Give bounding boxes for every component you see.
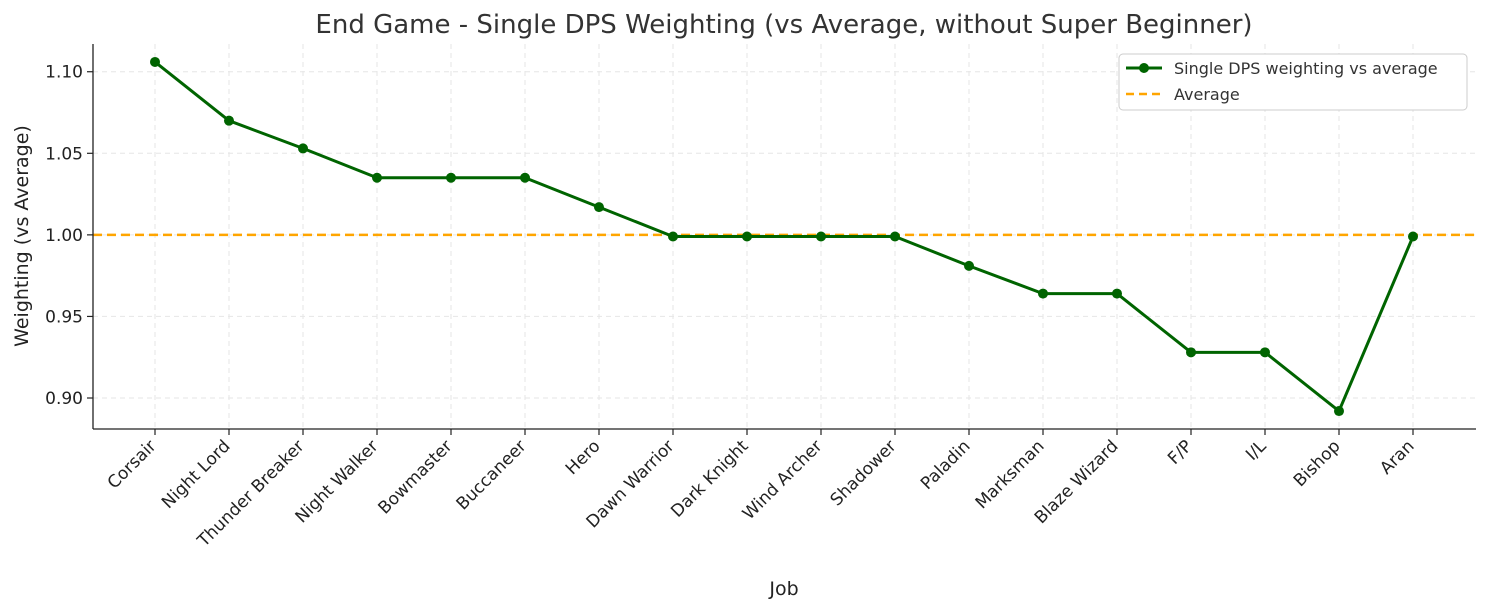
- x-axis-label: Job: [768, 578, 798, 600]
- data-point: [1260, 347, 1270, 358]
- x-tick-label: I/L: [1242, 436, 1271, 465]
- legend-box: [1118, 53, 1468, 111]
- x-tick-label: Shadower: [827, 436, 901, 510]
- data-point: [520, 172, 530, 183]
- data-point: [446, 172, 456, 183]
- data-point: [1038, 288, 1048, 299]
- x-tick-label: Hero: [562, 436, 605, 479]
- data-point: [150, 56, 160, 67]
- legend: Single DPS weighting vs average Average: [1118, 53, 1468, 111]
- data-point: [964, 260, 974, 271]
- x-tick-label: Wind Archer: [739, 436, 827, 524]
- x-tick-label: Paladin: [917, 436, 975, 494]
- data-point: [742, 231, 752, 242]
- x-tick-label: Corsair: [104, 436, 161, 493]
- x-tick-label: Night Lord: [158, 436, 234, 512]
- y-ticks: 0.90 0.95 1.00 1.05 1.10: [45, 63, 93, 409]
- data-point: [1408, 231, 1418, 242]
- x-tick-label: Bishop: [1290, 436, 1345, 491]
- data-point: [224, 115, 234, 126]
- legend-series-label: Single DPS weighting vs average: [1174, 59, 1438, 78]
- data-point: [372, 172, 382, 183]
- x-tick-label: F/P: [1164, 436, 1196, 468]
- y-tick-label: 1.10: [45, 63, 83, 83]
- y-axis-label: Weighting (vs Average): [11, 125, 33, 347]
- series-line: [154, 60, 1415, 413]
- y-tick-label: 1.00: [45, 226, 83, 246]
- x-tick-label: Buccaneer: [453, 436, 531, 514]
- axes: [92, 44, 1476, 430]
- series-group: [150, 56, 1418, 417]
- legend-series-swatch-marker: [1139, 63, 1149, 73]
- data-point: [816, 231, 826, 242]
- x-tick-label: Aran: [1376, 436, 1418, 478]
- x-tick-label: Marksman: [972, 436, 1049, 513]
- chart-title: End Game - Single DPS Weighting (vs Aver…: [315, 10, 1252, 40]
- y-tick-label: 0.90: [45, 389, 83, 409]
- y-tick-label: 0.95: [45, 307, 83, 327]
- data-point: [1112, 288, 1122, 299]
- legend-average-label: Average: [1174, 85, 1240, 104]
- data-point: [890, 231, 900, 242]
- data-point: [668, 231, 678, 242]
- y-tick-label: 1.05: [45, 144, 83, 164]
- data-point: [594, 202, 604, 213]
- data-point: [1186, 347, 1196, 358]
- data-point: [298, 143, 308, 154]
- x-tick-label: Bowmaster: [375, 436, 457, 518]
- data-point: [1334, 406, 1344, 417]
